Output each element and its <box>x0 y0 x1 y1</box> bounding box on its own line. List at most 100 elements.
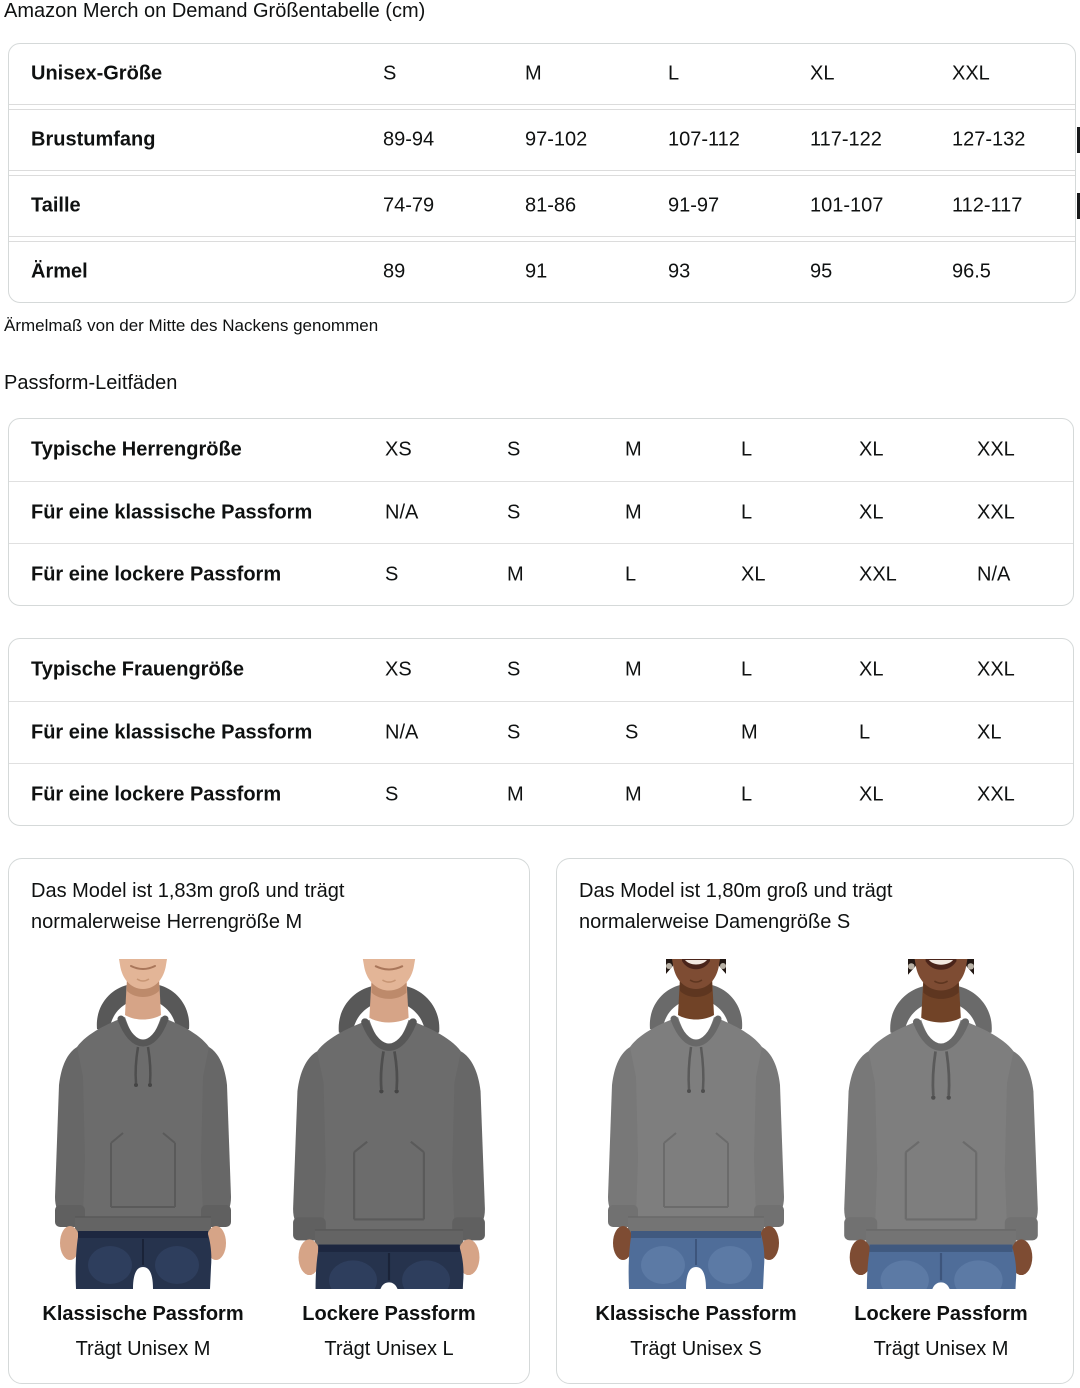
table-cell: 101-107 <box>810 194 884 217</box>
womens-fit-table: Typische Frauengröße XS S M L XL XXL Für… <box>8 638 1074 826</box>
table-cell: XL <box>859 438 884 461</box>
table-cell: M <box>625 438 642 461</box>
table-cell: 107-112 <box>668 128 740 151</box>
model-photo-mens-classic-fit <box>25 959 261 1289</box>
table-cell: XS <box>385 438 412 461</box>
size-caption: Trägt Unisex L <box>324 1338 454 1360</box>
row-label: Unisex-Größe <box>31 62 163 85</box>
table-cell: S <box>507 438 521 461</box>
table-cell: XXL <box>977 783 1015 805</box>
table-cell: 117-122 <box>810 128 882 151</box>
table-row: Für eine lockere Passform S M M L XL XXL <box>9 763 1073 825</box>
table-cell: N/A <box>977 563 1011 585</box>
row-label: Typische Frauengröße <box>31 658 245 681</box>
mens-fit-table: Typische Herrengröße XS S M L XL XXL Für… <box>8 418 1074 606</box>
size-table-scroll-region[interactable]: Unisex-Größe S M L XL XXL Brustumfang 89… <box>8 43 1076 303</box>
table-cell: 96.5 <box>952 260 991 283</box>
size-caption: Trägt Unisex M <box>873 1338 1009 1360</box>
row-label: Brustumfang <box>31 128 156 151</box>
table-cell: M <box>741 721 758 743</box>
size-caption: Trägt Unisex S <box>630 1338 762 1360</box>
row-label: Typische Herrengröße <box>31 438 242 461</box>
table-cell: 89-94 <box>383 128 435 151</box>
table-cell: 127-132 <box>952 128 1026 151</box>
table-cell: XL <box>810 62 835 85</box>
table-cell: L <box>668 62 680 85</box>
table-cell: 91 <box>525 260 548 283</box>
table-cell: XXL <box>977 438 1015 461</box>
fit-caption: Lockere Passform <box>854 1303 1028 1325</box>
table-cell: 89 <box>383 260 406 283</box>
model-description: Das Model ist 1,80m groß und trägt norma… <box>579 876 892 938</box>
table-cell: L <box>741 501 753 523</box>
table-cell: N/A <box>385 501 419 523</box>
table-row: Typische Herrengröße XS S M L XL XXL <box>9 419 1073 481</box>
table-cell: S <box>507 501 521 523</box>
table-cell: S <box>385 783 399 805</box>
table-cell: N/A <box>385 721 419 743</box>
table-row: Ärmel 89 91 93 95 96.5 <box>9 242 1075 302</box>
table-row: Für eine klassische Passform N/A S S M L… <box>9 701 1073 763</box>
table-row: Typische Frauengröße XS S M L XL XXL <box>9 639 1073 701</box>
table-cell: M <box>625 783 642 805</box>
row-label: Für eine lockere Passform <box>31 783 282 805</box>
table-cell: S <box>507 721 521 743</box>
table-row: Taille 74-79 81-86 91-97 101-107 112-117 <box>9 176 1075 236</box>
table-cell: L <box>859 721 871 743</box>
table-row: Für eine lockere Passform S M L XL XXL N… <box>9 543 1073 605</box>
sleeve-measure-note: Ärmelmaß von der Mitte des Nackens genom… <box>4 316 379 335</box>
table-cell: XXL <box>977 501 1015 523</box>
table-cell: M <box>625 658 642 681</box>
table-cell: S <box>385 563 399 585</box>
model-description-line2: normalerweise Damengröße S <box>579 911 851 933</box>
table-cell: XL <box>859 783 884 805</box>
table-cell: 91-97 <box>668 194 720 217</box>
table-cell: 97-102 <box>525 128 588 151</box>
table-cell: L <box>741 783 753 805</box>
fit-caption: Klassische Passform <box>42 1303 244 1325</box>
womens-model-card: Das Model ist 1,80m groß und trägt norma… <box>556 858 1074 1384</box>
row-label: Für eine lockere Passform <box>31 563 282 585</box>
table-cell: XXL <box>859 563 897 585</box>
table-cell: 95 <box>810 260 833 283</box>
table-cell: 74-79 <box>383 194 435 217</box>
fit-caption: Lockere Passform <box>302 1303 476 1325</box>
table-cell: L <box>625 563 637 585</box>
fit-caption: Klassische Passform <box>595 1303 797 1325</box>
row-divider <box>9 236 1075 242</box>
clipped-column-fragment <box>1077 127 1080 153</box>
table-cell: XL <box>859 501 884 523</box>
model-description-line1: Das Model ist 1,83m groß und trägt <box>31 880 345 902</box>
table-cell: XXL <box>977 658 1015 681</box>
table-cell: XL <box>741 563 766 585</box>
table-cell: 93 <box>668 260 691 283</box>
row-divider <box>9 170 1075 176</box>
table-row: Für eine klassische Passform N/A S M L X… <box>9 481 1073 543</box>
table-cell: XS <box>385 658 412 681</box>
model-photo-mens-loose-fit <box>271 959 507 1289</box>
page-title: Amazon Merch on Demand Größentabelle (cm… <box>4 0 426 22</box>
table-cell: S <box>507 658 521 681</box>
model-description-line1: Das Model ist 1,80m groß und trägt <box>579 880 893 902</box>
table-cell: M <box>625 501 642 523</box>
model-description: Das Model ist 1,83m groß und trägt norma… <box>31 876 344 938</box>
table-cell: M <box>507 563 524 585</box>
table-cell: M <box>525 62 542 85</box>
table-cell: 81-86 <box>525 194 577 217</box>
row-label: Ärmel <box>31 260 88 283</box>
row-label: Für eine klassische Passform <box>31 721 313 743</box>
model-photo-womens-classic-fit <box>578 959 814 1289</box>
fit-guides-heading: Passform-Leitfäden <box>4 372 178 394</box>
table-row: Brustumfang 89-94 97-102 107-112 117-122… <box>9 110 1075 170</box>
model-description-line2: normalerweise Herrengröße M <box>31 911 303 933</box>
row-label: Für eine klassische Passform <box>31 501 313 523</box>
table-cell: S <box>383 62 397 85</box>
row-label: Taille <box>31 194 81 217</box>
row-divider <box>9 104 1075 110</box>
mens-model-card: Das Model ist 1,83m groß und trägt norma… <box>8 858 530 1384</box>
table-cell: S <box>625 721 639 743</box>
table-row: Unisex-Größe S M L XL XXL <box>9 44 1075 104</box>
size-caption: Trägt Unisex M <box>75 1338 211 1360</box>
clipped-column-fragment <box>1077 193 1080 219</box>
table-cell: L <box>741 658 753 681</box>
